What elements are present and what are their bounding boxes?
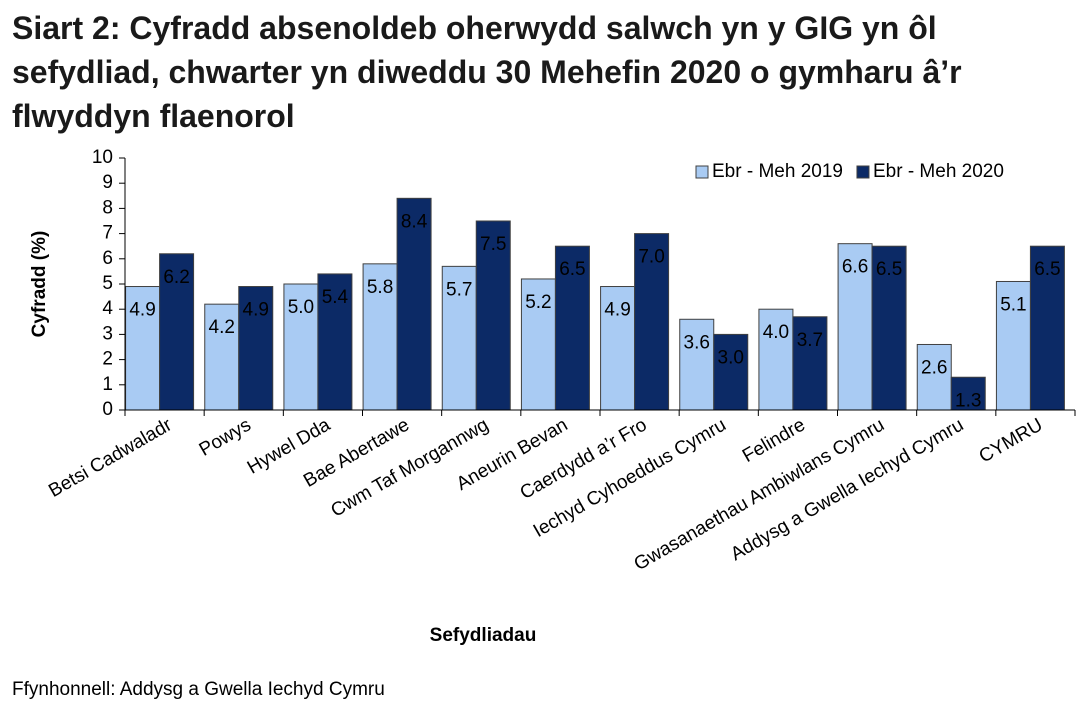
x-axis-title: Sefydliadau <box>430 625 537 646</box>
data-label: 4.9 <box>243 300 269 321</box>
bar <box>600 286 636 411</box>
data-label: 1.3 <box>955 390 981 411</box>
data-label: 5.2 <box>525 292 551 313</box>
bar <box>396 197 432 411</box>
source-note: Ffynhonnell: Addysg a Gwella Iechyd Cymr… <box>12 679 385 700</box>
y-tick-label: 5 <box>102 273 113 294</box>
y-tick-label: 10 <box>92 147 113 168</box>
data-label: 3.6 <box>684 332 710 353</box>
x-tick-label: Betsi Cadwaladr <box>45 414 176 502</box>
y-axis-title: Cyfradd (%) <box>29 231 50 338</box>
legend: Ebr - Meh 2019 Ebr - Meh 2020 <box>695 161 1004 182</box>
legend-label: Ebr - Meh 2019 <box>712 161 843 182</box>
legend-label: Ebr - Meh 2020 <box>873 161 1004 182</box>
data-label: 6.6 <box>842 257 868 278</box>
y-tick-label: 6 <box>102 248 113 269</box>
data-label: 3.0 <box>718 347 744 368</box>
data-label: 5.0 <box>288 297 314 318</box>
x-tick-label: CYMRU <box>976 414 1047 467</box>
data-label: 8.4 <box>401 211 428 232</box>
data-label: 3.7 <box>797 330 823 351</box>
bar <box>159 253 195 411</box>
bar <box>916 343 952 411</box>
bar <box>204 303 240 411</box>
data-label: 7.5 <box>480 234 506 255</box>
y-tick-label: 1 <box>102 374 113 395</box>
y-tick-label: 4 <box>102 298 113 319</box>
data-label: 7.0 <box>638 247 664 268</box>
bar <box>995 280 1031 411</box>
data-label: 5.8 <box>367 277 393 298</box>
bar <box>441 265 477 411</box>
bar <box>238 286 274 411</box>
y-tick-label: 8 <box>102 197 113 218</box>
data-label: 5.1 <box>1000 294 1026 315</box>
bar <box>317 273 353 411</box>
data-label: 4.2 <box>209 317 235 338</box>
data-label: 4.9 <box>129 300 155 321</box>
data-label: 4.9 <box>604 300 630 321</box>
bar <box>950 376 986 411</box>
y-tick-label: 2 <box>102 349 113 370</box>
data-label: 5.7 <box>446 279 472 300</box>
data-label: 6.5 <box>559 259 585 280</box>
bar <box>554 245 590 411</box>
data-label: 2.6 <box>921 357 947 378</box>
legend-swatch <box>856 165 870 179</box>
data-label: 6.5 <box>876 259 902 280</box>
legend-swatch <box>695 165 709 179</box>
y-tick-label: 0 <box>102 399 113 420</box>
bar <box>634 233 670 411</box>
bar <box>713 333 749 411</box>
y-tick-label: 3 <box>102 323 113 344</box>
bar <box>520 278 556 411</box>
data-label: 6.5 <box>1034 259 1060 280</box>
chart-title: Siart 2: Cyfradd absenoldeb oherwydd sal… <box>12 10 962 134</box>
bar <box>475 220 511 411</box>
bar <box>837 243 873 411</box>
y-tick-label: 7 <box>102 223 113 244</box>
bar <box>871 245 907 411</box>
y-tick-label: 9 <box>102 172 113 193</box>
data-label: 6.2 <box>163 267 189 288</box>
x-tick-label: Powys <box>196 414 255 460</box>
data-label: 5.4 <box>322 287 349 308</box>
data-label: 4.0 <box>763 322 789 343</box>
